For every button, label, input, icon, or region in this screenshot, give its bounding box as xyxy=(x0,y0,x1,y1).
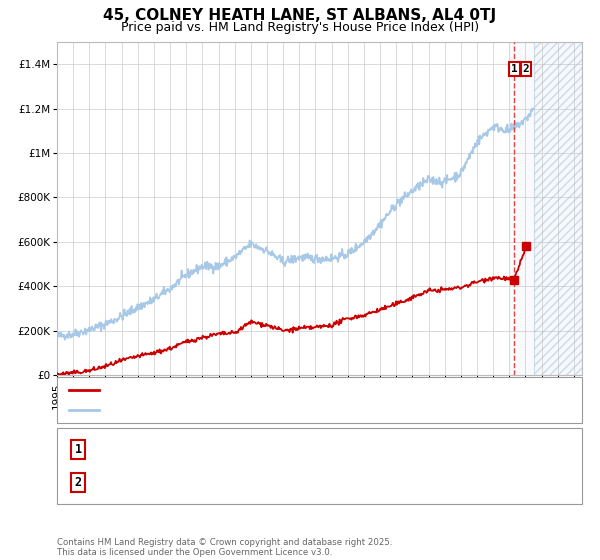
Text: £579,500: £579,500 xyxy=(285,477,341,489)
Text: 21-APR-2023: 21-APR-2023 xyxy=(111,443,187,456)
Text: 45, COLNEY HEATH LANE, ST ALBANS, AL4 0TJ (detached house): 45, COLNEY HEATH LANE, ST ALBANS, AL4 0T… xyxy=(108,385,467,395)
Text: 48% ↓ HPI: 48% ↓ HPI xyxy=(417,477,479,489)
Text: Price paid vs. HM Land Registry's House Price Index (HPI): Price paid vs. HM Land Registry's House … xyxy=(121,21,479,34)
Text: 2: 2 xyxy=(523,64,529,74)
Bar xyxy=(509,42,533,375)
Text: HPI: Average price, detached house, St Albans: HPI: Average price, detached house, St A… xyxy=(108,405,367,415)
Text: 1: 1 xyxy=(511,64,518,74)
Text: Contains HM Land Registry data © Crown copyright and database right 2025.
This d: Contains HM Land Registry data © Crown c… xyxy=(57,538,392,557)
Bar xyxy=(533,42,582,375)
Text: 2: 2 xyxy=(74,477,82,489)
Bar xyxy=(533,42,582,375)
Text: 1: 1 xyxy=(74,443,82,456)
Text: 45, COLNEY HEATH LANE, ST ALBANS, AL4 0TJ: 45, COLNEY HEATH LANE, ST ALBANS, AL4 0T… xyxy=(103,8,497,24)
Text: 05-JAN-2024: 05-JAN-2024 xyxy=(111,477,185,489)
Text: £430,000: £430,000 xyxy=(285,443,341,456)
Text: 61% ↓ HPI: 61% ↓ HPI xyxy=(417,443,479,456)
